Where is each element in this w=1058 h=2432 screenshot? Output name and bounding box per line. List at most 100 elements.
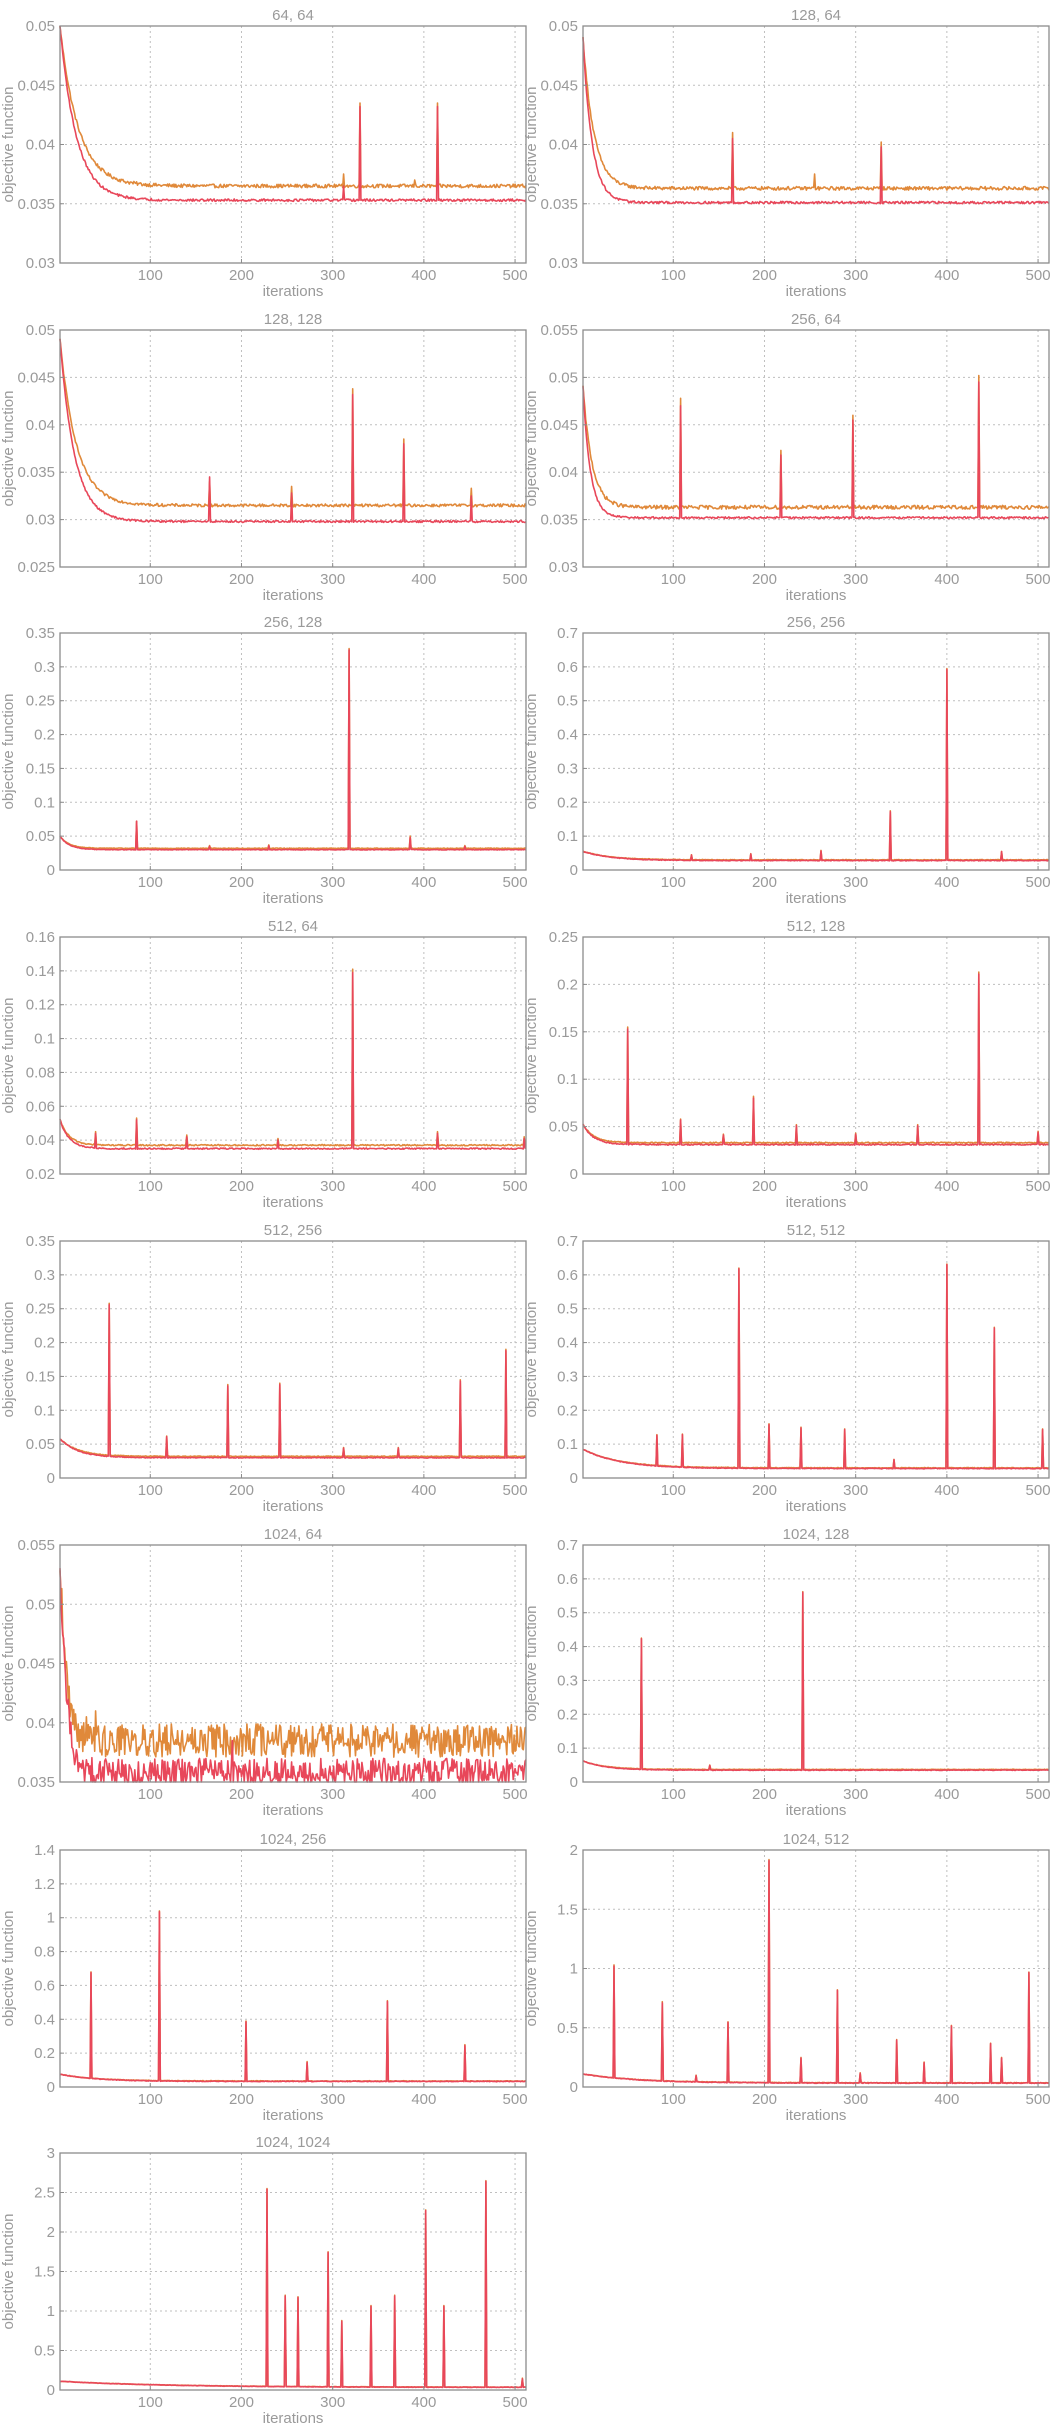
y-tick-label: 0.04 [26,417,55,434]
series-line-red [59,649,527,851]
plot-frame [59,329,527,568]
chart-title: 256, 256 [787,614,845,631]
x-tick-label: 500 [503,1786,528,1803]
x-tick-label: 300 [843,1482,868,1499]
y-tick-label: 0.7 [557,625,578,642]
x-tick-label: 100 [661,1178,686,1195]
series-line-red [582,1263,1050,1470]
y-tick-label: 0.5 [557,1301,578,1318]
chart-panel: 100 200 300 400 500 0.035 0.04 0.045 0.05 0.055 10… [0,1526,528,1819]
series-line-orange [582,374,1050,510]
series-line-orange [59,647,526,850]
y-tick-label: 0.1 [557,1436,578,1453]
series-line-red [59,971,527,1151]
x-tick-label: 300 [320,2091,345,2108]
x-tick-label: 500 [503,571,528,588]
y-tick-label: 0.12 [26,997,55,1014]
y-tick-label: 1.5 [34,2264,55,2281]
y-tick-label: 0.6 [557,1267,578,1284]
chart-title: 256, 64 [791,311,841,328]
plot-frame [582,1544,1050,1783]
x-axis-label: iterations [786,1802,847,1819]
y-tick-label: 0.045 [17,369,55,386]
series-line-red [582,973,1050,1146]
y-tick-label: 0.05 [549,369,578,386]
x-tick-label: 500 [1026,1178,1051,1195]
x-tick-label: 300 [843,1178,868,1195]
y-axis-label: objective function [0,1606,17,1722]
chart-title: 64, 64 [272,7,314,24]
y-tick-label: 3 [47,2145,55,2162]
x-tick-label: 500 [1026,267,1051,284]
y-tick-label: 0.05 [26,1596,55,1613]
y-tick-label: 0.15 [26,1368,55,1385]
y-axis-label: objective function [0,2214,17,2330]
x-tick-label: 200 [229,874,254,891]
x-tick-label: 300 [843,2091,868,2108]
x-tick-label: 100 [661,1786,686,1803]
x-tick-label: 400 [411,1786,436,1803]
series-line-orange [582,667,1050,861]
x-tick-label: 300 [843,267,868,284]
x-tick-label: 500 [1026,1786,1051,1803]
x-tick-label: 300 [843,1786,868,1803]
x-tick-label: 200 [752,1178,777,1195]
x-tick-label: 400 [411,1178,436,1195]
x-tick-label: 300 [320,267,345,284]
x-axis-label: iterations [786,1498,847,1515]
y-tick-label: 0.3 [34,1267,55,1284]
x-tick-label: 400 [934,1482,959,1499]
y-tick-label: 0.05 [549,1119,578,1136]
x-tick-label: 100 [661,267,686,284]
x-tick-label: 400 [934,571,959,588]
y-tick-label: 0 [47,2382,55,2399]
chart-title: 512, 64 [268,918,318,935]
plot-frame [582,1240,1050,1479]
y-tick-label: 0.5 [557,693,578,710]
y-axis-label: objective function [0,998,17,1114]
y-tick-label: 0.4 [557,1639,578,1656]
x-tick-label: 100 [661,2091,686,2108]
y-tick-label: 0.4 [557,727,578,744]
chart-panel: 100 200 300 400 500 0.02 0.04 0.06 0.08 0.1 0.12 0.… [0,918,528,1211]
x-tick-label: 500 [1026,571,1051,588]
x-tick-label: 200 [229,1178,254,1195]
x-axis-label: iterations [786,283,847,300]
x-axis-label: iterations [263,2410,324,2427]
x-tick-label: 300 [843,874,868,891]
x-tick-label: 500 [503,2394,528,2411]
y-tick-label: 0.2 [557,976,578,993]
y-tick-label: 0.4 [34,2011,55,2028]
x-tick-label: 500 [503,874,528,891]
y-tick-label: 0.035 [540,196,578,213]
chart-panel: 100 200 300 400 500 0.03 0.035 0.04 0.045 0.05 128… [523,7,1051,300]
chart-title: 128, 64 [791,7,841,24]
y-tick-label: 0.35 [26,1233,55,1250]
series-line-red [59,25,527,203]
chart-title: 1024, 1024 [255,2134,330,2151]
x-axis-label: iterations [786,2107,847,2124]
series-line-red [582,37,1050,205]
y-tick-label: 0.6 [34,1977,55,1994]
y-tick-label: 0.035 [17,196,55,213]
y-tick-label: 0.045 [17,1656,55,1673]
x-axis-label: iterations [263,1802,324,1819]
y-tick-label: 0.055 [540,322,578,339]
x-tick-label: 400 [411,1482,436,1499]
chart-panel: 100 200 300 400 500 0 0.5 1 1.5 2 2.5 3 1024, 1024 it… [0,2134,528,2427]
x-tick-label: 200 [229,2394,254,2411]
y-tick-label: 0 [570,2079,578,2096]
x-tick-label: 100 [661,571,686,588]
y-tick-label: 0.04 [26,1132,55,1149]
y-tick-label: 0.1 [34,1402,55,1419]
x-tick-label: 400 [934,2091,959,2108]
x-tick-label: 400 [411,571,436,588]
y-axis-label: objective function [523,391,540,507]
x-tick-label: 200 [752,571,777,588]
x-tick-label: 500 [1026,1482,1051,1499]
y-tick-label: 0.05 [26,18,55,35]
plot-frame [582,632,1050,871]
x-tick-label: 500 [503,267,528,284]
y-tick-label: 0.1 [34,1031,55,1048]
